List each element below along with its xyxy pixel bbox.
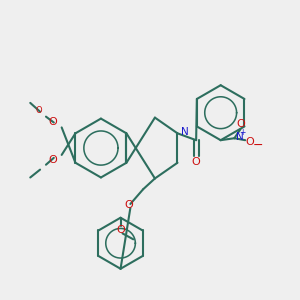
Text: O: O	[246, 137, 254, 147]
Text: O: O	[49, 116, 57, 127]
Text: O: O	[236, 119, 245, 130]
Text: −: −	[253, 139, 263, 152]
Text: O: O	[49, 155, 57, 165]
Text: N: N	[236, 132, 244, 142]
Text: O: O	[124, 200, 133, 210]
Text: O: O	[36, 106, 42, 115]
Text: O: O	[192, 157, 200, 167]
Text: N: N	[182, 127, 189, 137]
Text: O: O	[116, 226, 125, 236]
Text: +: +	[239, 128, 245, 137]
